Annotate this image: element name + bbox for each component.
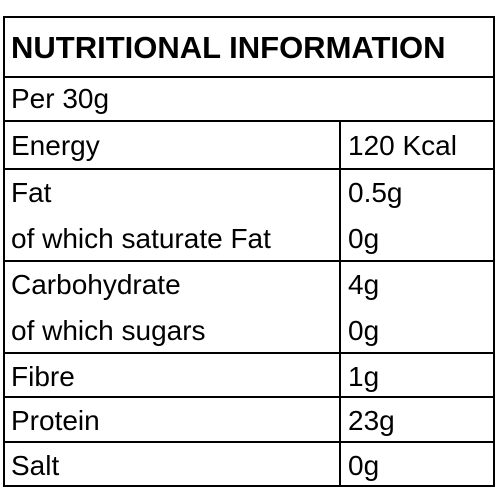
nutrient-label: Salt (11, 450, 60, 481)
nutrient-value: 4g (348, 269, 380, 300)
nutrient-value: 0g (348, 450, 380, 481)
nutrient-sublabel: of which saturate Fat (11, 223, 271, 254)
column-divider (339, 122, 341, 485)
nutrient-value: 23g (348, 405, 395, 436)
nutrient-label: Energy (11, 130, 100, 161)
nutrient-value: 0g (348, 223, 380, 254)
nutrient-value: 1g (348, 361, 380, 392)
table-row: Salt 0g (5, 441, 493, 485)
nutrient-label: Protein (11, 405, 100, 436)
nutrient-value: 120 Kcal (348, 130, 457, 161)
serving-size: Per 30g (5, 78, 493, 122)
nutrition-panel: NUTRITIONAL INFORMATION Per 30g Energy 1… (3, 16, 495, 487)
nutrient-value: 0.5g (348, 177, 403, 208)
table-row: Carbohydrate 4g of which sugars 0g (5, 260, 493, 352)
nutrient-label: Fibre (11, 361, 75, 392)
nutrient-label: Carbohydrate (11, 269, 181, 300)
table-row: Energy 120 Kcal (5, 122, 493, 168)
nutrient-sublabel: of which sugars (11, 315, 206, 346)
table-row: Fibre 1g (5, 352, 493, 396)
nutrient-label: Fat (11, 177, 52, 208)
table-row: Fat 0.5g of which saturate Fat 0g (5, 168, 493, 260)
nutrient-value: 0g (348, 315, 380, 346)
panel-title: NUTRITIONAL INFORMATION (5, 18, 493, 78)
table-row: Protein 23g (5, 396, 493, 441)
nutrition-table: Energy 120 Kcal Fat 0.5g of which satura… (5, 122, 493, 485)
